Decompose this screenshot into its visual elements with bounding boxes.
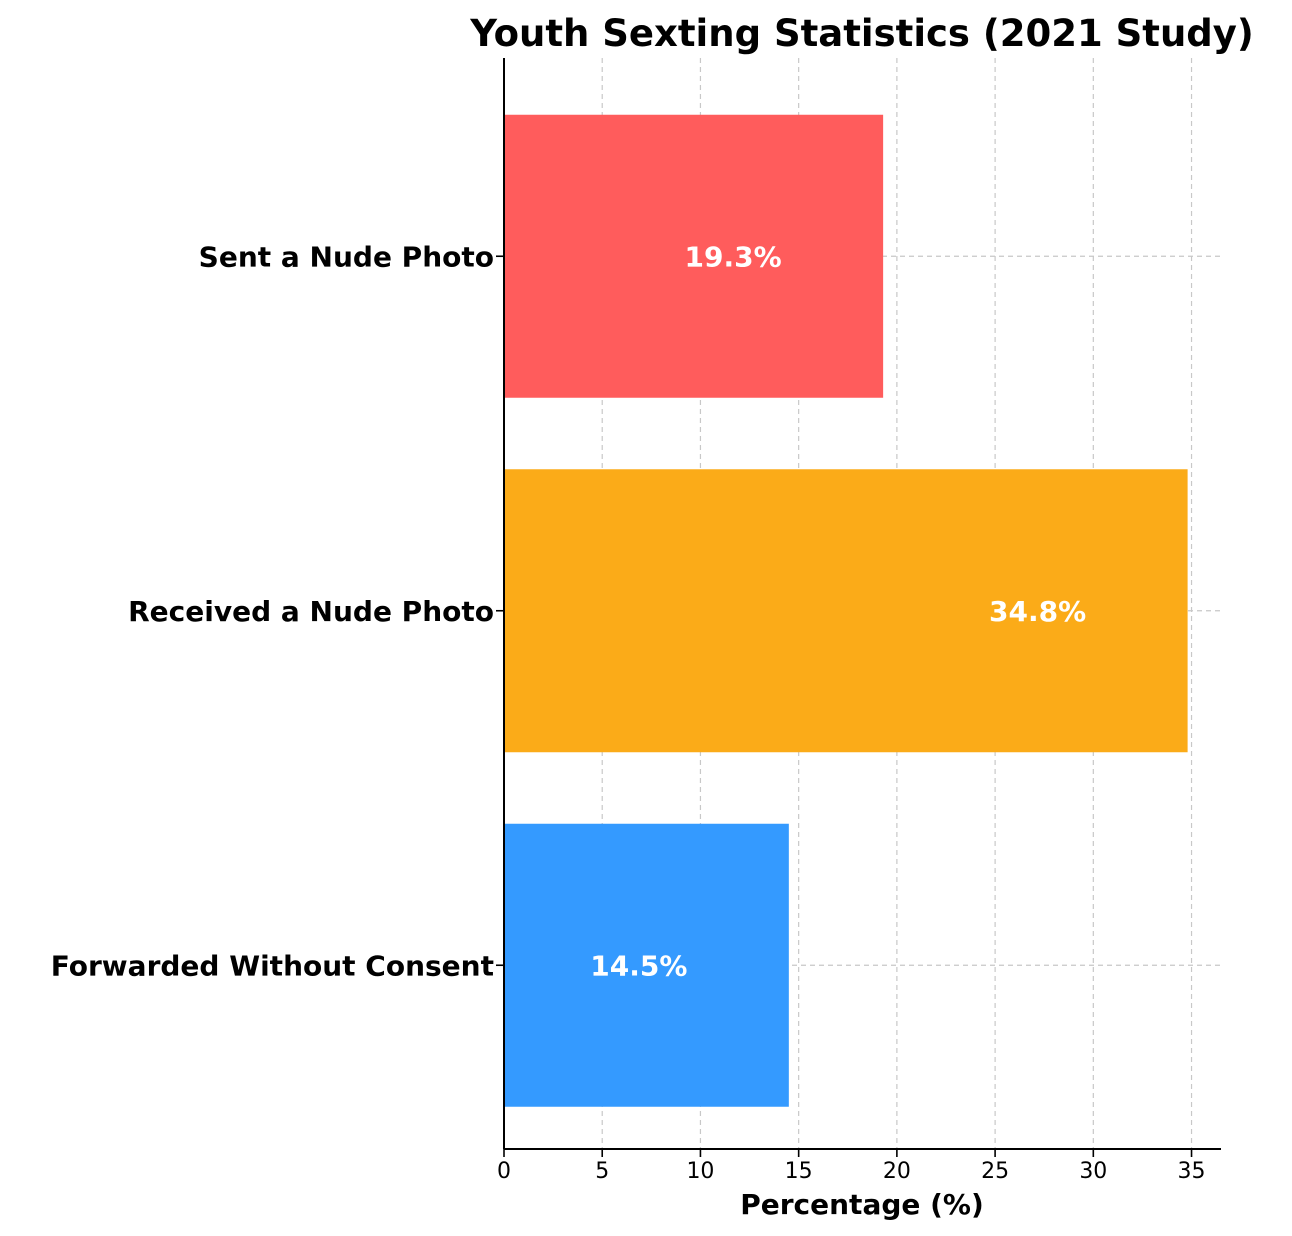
x-tick-label: 35 bbox=[1178, 1159, 1206, 1184]
bar bbox=[504, 469, 1188, 753]
axes: 0 5 10 15 20 25 30 35 Sent a Nude Photo Received … bbox=[51, 58, 1221, 1184]
x-tick-label: 20 bbox=[883, 1159, 911, 1184]
x-axis-title: Percentage (%) bbox=[740, 1188, 984, 1221]
x-tick-label: 25 bbox=[981, 1159, 1009, 1184]
x-tick-label: 15 bbox=[785, 1159, 813, 1184]
x-tick-label: 0 bbox=[497, 1159, 511, 1184]
x-tick-label: 5 bbox=[595, 1159, 609, 1184]
data-label: 14.5% bbox=[590, 949, 687, 982]
bar bbox=[504, 114, 884, 398]
data-label: 19.3% bbox=[685, 240, 782, 273]
category-label: Sent a Nude Photo bbox=[199, 240, 494, 273]
category-label: Forwarded Without Consent bbox=[51, 949, 494, 982]
data-label: 34.8% bbox=[989, 595, 1086, 628]
bars bbox=[504, 114, 1188, 1107]
category-label: Received a Nude Photo bbox=[128, 595, 494, 628]
chart-title: Youth Sexting Statistics (2021 Study) bbox=[469, 12, 1254, 55]
bar bbox=[504, 823, 789, 1107]
x-tick-label: 30 bbox=[1079, 1159, 1107, 1184]
x-tick-label: 10 bbox=[686, 1159, 714, 1184]
data-labels: 19.3% 34.8% 14.5% bbox=[590, 240, 1086, 982]
